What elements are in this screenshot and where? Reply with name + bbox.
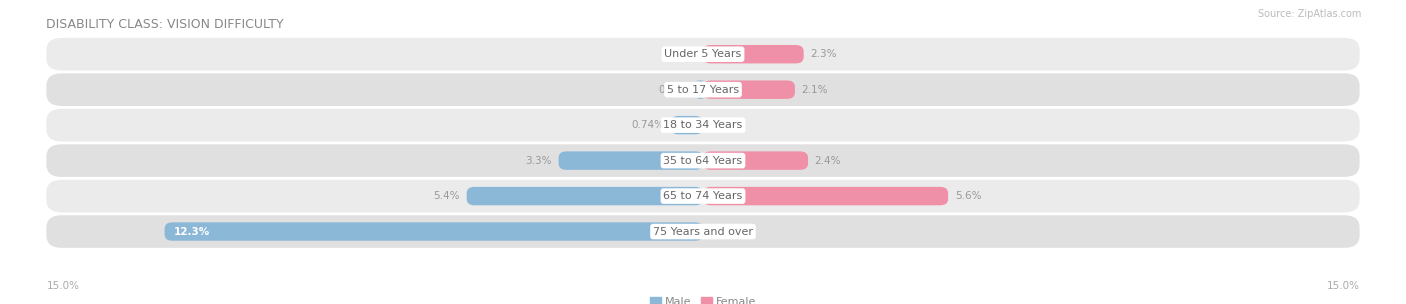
- Text: Under 5 Years: Under 5 Years: [665, 49, 741, 59]
- Text: 15.0%: 15.0%: [1327, 281, 1360, 291]
- FancyBboxPatch shape: [165, 222, 703, 241]
- FancyBboxPatch shape: [703, 151, 808, 170]
- FancyBboxPatch shape: [671, 116, 703, 134]
- FancyBboxPatch shape: [467, 187, 703, 205]
- FancyBboxPatch shape: [695, 81, 706, 99]
- FancyBboxPatch shape: [46, 73, 1360, 106]
- Text: 5.4%: 5.4%: [433, 191, 460, 201]
- FancyBboxPatch shape: [46, 38, 1360, 71]
- Text: 2.4%: 2.4%: [814, 156, 841, 166]
- FancyBboxPatch shape: [703, 45, 804, 64]
- Text: 0.11%: 0.11%: [658, 85, 692, 95]
- FancyBboxPatch shape: [558, 151, 703, 170]
- Text: 5 to 17 Years: 5 to 17 Years: [666, 85, 740, 95]
- Text: 0.0%: 0.0%: [671, 49, 696, 59]
- FancyBboxPatch shape: [46, 215, 1360, 248]
- FancyBboxPatch shape: [46, 180, 1360, 212]
- Text: 3.3%: 3.3%: [526, 156, 553, 166]
- Text: 5.6%: 5.6%: [955, 191, 981, 201]
- Text: 15.0%: 15.0%: [46, 281, 79, 291]
- FancyBboxPatch shape: [46, 109, 1360, 141]
- Text: 0.74%: 0.74%: [631, 120, 664, 130]
- Text: 0.0%: 0.0%: [710, 120, 735, 130]
- Text: Source: ZipAtlas.com: Source: ZipAtlas.com: [1257, 9, 1361, 19]
- Text: 0.0%: 0.0%: [710, 226, 735, 237]
- Text: 18 to 34 Years: 18 to 34 Years: [664, 120, 742, 130]
- Text: 75 Years and over: 75 Years and over: [652, 226, 754, 237]
- Text: 2.1%: 2.1%: [801, 85, 828, 95]
- Text: DISABILITY CLASS: VISION DIFFICULTY: DISABILITY CLASS: VISION DIFFICULTY: [46, 18, 284, 31]
- Text: 2.3%: 2.3%: [810, 49, 837, 59]
- FancyBboxPatch shape: [46, 144, 1360, 177]
- Legend: Male, Female: Male, Female: [645, 292, 761, 304]
- Text: 35 to 64 Years: 35 to 64 Years: [664, 156, 742, 166]
- Text: 65 to 74 Years: 65 to 74 Years: [664, 191, 742, 201]
- FancyBboxPatch shape: [703, 81, 794, 99]
- FancyBboxPatch shape: [703, 187, 948, 205]
- Text: 12.3%: 12.3%: [173, 226, 209, 237]
